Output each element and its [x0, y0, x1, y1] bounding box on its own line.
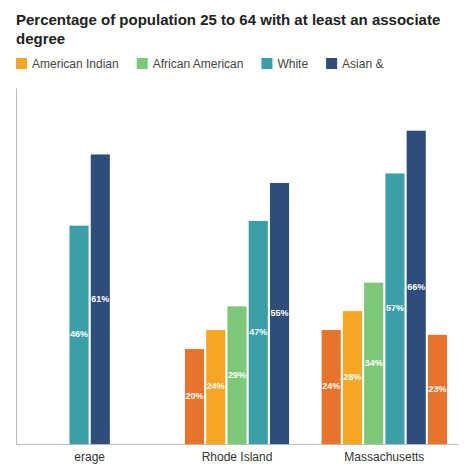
bar — [364, 283, 383, 444]
bar — [270, 183, 289, 444]
legend-swatch — [16, 58, 27, 69]
bar — [206, 330, 225, 444]
data-label: 55% — [271, 308, 289, 318]
title-line: degree — [16, 30, 65, 47]
legend-item: White — [261, 57, 308, 71]
legend-item: Asian & — [326, 57, 383, 71]
title-line: Percentage of population 25 to 64 with a… — [16, 11, 440, 28]
data-label: 20% — [185, 391, 203, 401]
data-label: 66% — [407, 282, 425, 292]
x-tick: Rhode Island — [202, 444, 273, 464]
bar — [69, 226, 88, 444]
legend-label: American Indian — [32, 57, 119, 71]
legend-label: White — [277, 57, 308, 71]
x-tick: Massachusetts — [344, 444, 424, 464]
legend-swatch — [137, 58, 148, 69]
x-tick-label: erage — [74, 450, 105, 464]
data-label: 28% — [343, 372, 361, 382]
data-label: 24% — [322, 381, 340, 391]
bar — [343, 311, 362, 444]
data-label: 46% — [70, 329, 88, 339]
y-axis-line — [16, 89, 17, 445]
bar — [227, 306, 246, 444]
data-label: 23% — [428, 384, 446, 394]
data-label: 57% — [386, 303, 404, 313]
bar — [249, 221, 268, 444]
legend-item: American Indian — [16, 57, 119, 71]
data-label: 34% — [365, 358, 383, 368]
x-tick: erage — [74, 444, 105, 464]
legend-swatch — [326, 58, 337, 69]
legend: American Indian African American White Asia… — [16, 57, 383, 71]
bar — [407, 131, 426, 444]
legend-label: African American — [153, 57, 244, 71]
data-label: 29% — [228, 370, 246, 380]
bars — [69, 131, 447, 444]
x-axis-line — [17, 444, 459, 445]
x-tick-label: Massachusetts — [344, 450, 424, 464]
bar — [91, 154, 110, 444]
data-labels: 46%61%20%24%29%47%55%24%28%34%57%66%23% — [70, 282, 446, 401]
bar — [385, 173, 404, 444]
x-tick-label: Rhode Island — [202, 450, 273, 464]
y-axis — [16, 89, 17, 445]
legend-item: African American — [137, 57, 244, 71]
data-label: 61% — [91, 294, 109, 304]
legend-swatch — [261, 58, 272, 69]
bar — [428, 335, 447, 444]
legend-label: Asian & — [342, 57, 383, 71]
title: Percentage of population 25 to 64 with a… — [16, 11, 440, 47]
bar — [185, 349, 204, 444]
chart: Percentage of population 25 to 64 with a… — [0, 0, 474, 474]
data-label: 24% — [207, 381, 225, 391]
x-axis: erage Rhode Island Massachusetts — [17, 444, 459, 464]
bar — [322, 330, 341, 444]
data-label: 47% — [249, 327, 267, 337]
